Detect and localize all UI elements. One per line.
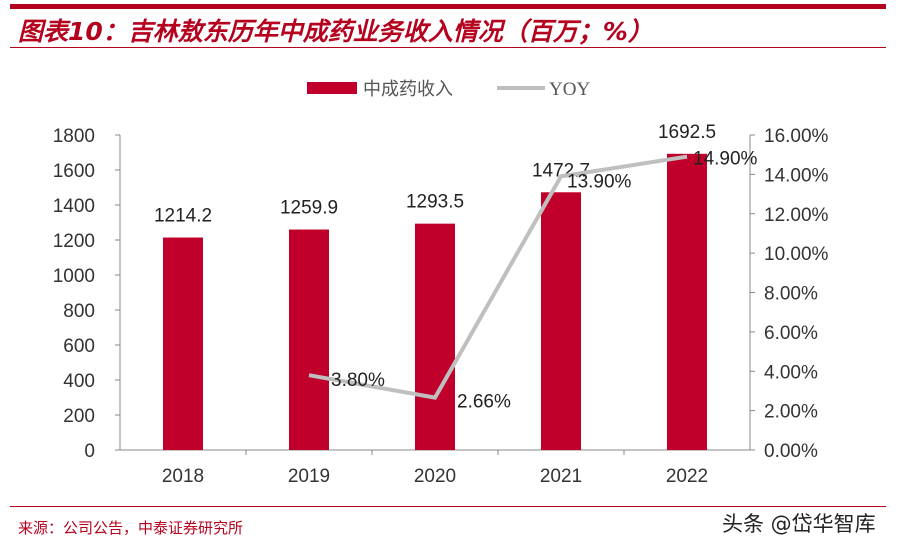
x-tick-label: 2021 <box>540 466 582 487</box>
legend-label-line: YOY <box>549 79 590 100</box>
x-tick-label: 2019 <box>288 466 330 487</box>
bar <box>541 192 581 450</box>
bar <box>289 229 329 450</box>
left-tick-label: 1400 <box>53 196 95 217</box>
right-tick-label: 0.00% <box>764 441 818 462</box>
title-rule <box>10 47 886 48</box>
bar-label: 1692.5 <box>658 122 716 143</box>
right-tick-label: 4.00% <box>764 362 818 383</box>
right-tick-label: 6.00% <box>764 323 818 344</box>
footer-rule <box>10 506 886 507</box>
left-tick-label: 0 <box>84 441 95 462</box>
line-label: 14.90% <box>693 149 758 170</box>
right-tick-label: 12.00% <box>764 205 829 226</box>
legend-label-bar: 中成药收入 <box>363 79 453 100</box>
left-tick-label: 1000 <box>53 266 95 287</box>
source-note: 来源：公司公告，中泰证券研究所 <box>18 519 244 537</box>
bar-label: 1259.9 <box>280 198 338 219</box>
bar-label: 1214.2 <box>154 206 212 227</box>
right-tick-label: 2.00% <box>764 402 818 423</box>
x-tick-label: 2020 <box>414 466 456 487</box>
left-tick-label: 800 <box>63 301 95 322</box>
left-tick-label: 400 <box>63 371 95 392</box>
left-tick-label: 600 <box>63 336 95 357</box>
line-label: 2.66% <box>457 392 511 413</box>
top-rule <box>10 4 886 9</box>
line-label: 13.90% <box>567 171 632 192</box>
left-tick-label: 200 <box>63 406 95 427</box>
right-tick-label: 8.00% <box>764 284 818 305</box>
right-tick-label: 14.00% <box>764 165 829 186</box>
legend-swatch-bar <box>307 82 357 94</box>
bar <box>415 223 455 450</box>
bar-label: 1293.5 <box>406 192 464 213</box>
watermark: 头条 @岱华智库 <box>722 512 876 536</box>
x-tick-label: 2018 <box>162 466 204 487</box>
yoy-line <box>308 154 688 400</box>
left-tick-label: 1200 <box>53 231 95 252</box>
right-tick-label: 16.00% <box>764 126 829 147</box>
bar <box>163 237 203 450</box>
line-label: 3.80% <box>331 370 385 391</box>
left-tick-label: 1800 <box>53 126 95 147</box>
x-tick-label: 2022 <box>666 466 708 487</box>
chart-title: 图表10：吉林敖东历年中成药业务收入情况（百万；%） <box>18 17 653 46</box>
left-tick-label: 1600 <box>53 161 95 182</box>
right-tick-label: 10.00% <box>764 244 829 265</box>
bar <box>667 153 707 450</box>
